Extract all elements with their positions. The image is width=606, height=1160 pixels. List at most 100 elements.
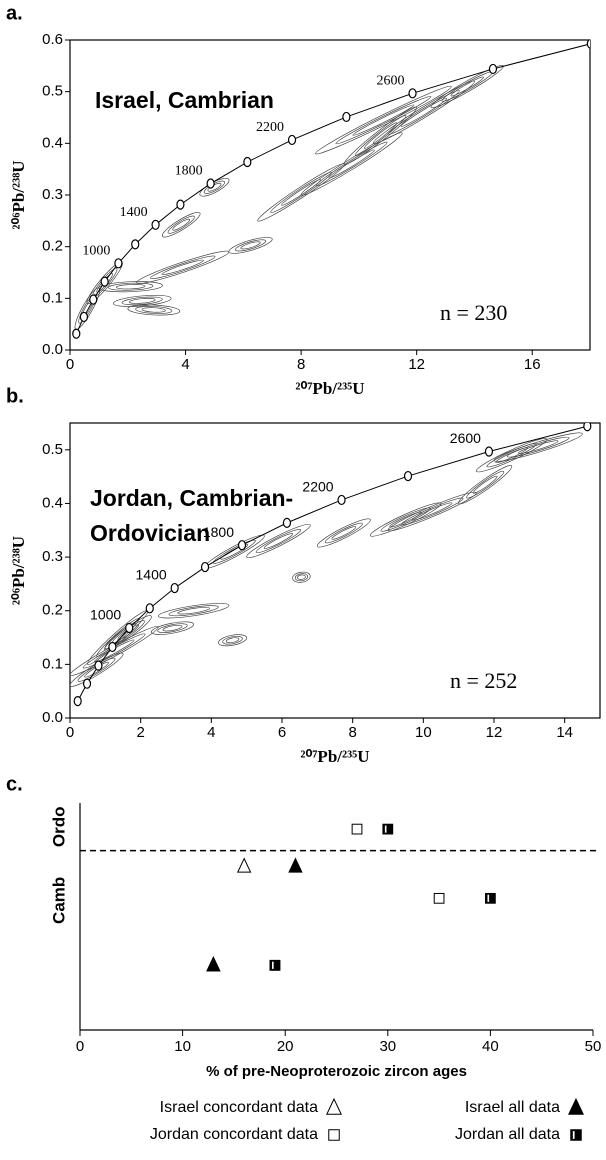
age-label: 2600 [450, 430, 481, 446]
error-ellipse [324, 522, 363, 544]
legend-symbol [328, 1129, 340, 1141]
error-ellipse [177, 607, 210, 615]
panel-label: a. [6, 2, 23, 24]
plot-area [70, 423, 592, 707]
error-ellipse [116, 284, 146, 290]
data-point-highlight [272, 961, 274, 969]
age-marker [586, 40, 590, 49]
panel-title: Jordan, Cambrian- [90, 485, 293, 511]
error-ellipse [157, 603, 230, 619]
data-point [433, 892, 445, 904]
y-tick-label: 0.4 [42, 134, 63, 151]
x-tick-label: 2 [136, 724, 144, 741]
plot-area [72, 40, 590, 339]
error-ellipse [141, 307, 166, 313]
legend-symbol [326, 1097, 342, 1115]
error-ellipse [240, 241, 261, 250]
panel-title: Ordovician [90, 520, 210, 546]
legend-symbol [570, 1129, 582, 1141]
legend-label: Israel concordant data [160, 1099, 318, 1116]
error-ellipse [112, 294, 172, 307]
y-tick-label: 0.5 [42, 83, 63, 100]
age-marker [108, 641, 117, 653]
error-ellipse [472, 475, 498, 494]
data-point-shape [351, 823, 363, 835]
error-ellipse [161, 211, 201, 238]
error-ellipse [297, 574, 306, 580]
error-ellipse [162, 624, 183, 632]
age-marker [488, 63, 498, 75]
y-tick-label: 0.1 [42, 289, 63, 306]
age-marker [282, 517, 292, 528]
y-tick-label: 0.3 [42, 186, 63, 203]
x-tick-label: 12 [408, 356, 425, 373]
legend-label: Jordan concordant data [150, 1126, 318, 1143]
error-ellipse [458, 465, 513, 505]
y-tick-label: 0.1 [42, 655, 63, 672]
data-point [351, 823, 363, 835]
age-marker [337, 494, 346, 506]
x-tick-label: 10 [174, 1038, 191, 1055]
age-marker [484, 446, 494, 457]
y-axis-label: ²⁰⁶Pb/²³⁸U [9, 160, 28, 229]
error-ellipse [506, 436, 570, 458]
age-marker [237, 540, 247, 551]
error-ellipse [316, 518, 371, 548]
age-marker [72, 328, 81, 339]
error-ellipse [372, 80, 475, 144]
x-tick-label: 50 [585, 1038, 602, 1055]
data-point [485, 892, 496, 904]
error-ellipse [150, 621, 195, 635]
x-axis-label: ²⁰⁷Pb/²³⁵U [300, 747, 369, 766]
age-marker [100, 276, 109, 287]
error-ellipse [450, 76, 484, 97]
y-axis-label: ²⁰⁶Pb/²³⁸U [9, 536, 28, 605]
error-ellipse [517, 440, 559, 454]
data-point-shape [433, 892, 445, 904]
error-ellipse [78, 293, 97, 324]
error-ellipse [98, 281, 163, 293]
error-ellipse [128, 298, 156, 304]
x-tick-label: 30 [379, 1038, 396, 1055]
age-marker [170, 582, 179, 594]
error-ellipse [255, 528, 302, 554]
error-ellipse [235, 239, 267, 252]
error-ellipse [292, 571, 311, 583]
error-ellipse [220, 543, 249, 560]
age-marker [287, 134, 297, 146]
age-marker [206, 178, 215, 189]
error-ellipse [199, 177, 230, 197]
panel-label: c. [6, 773, 23, 795]
error-ellipse [74, 287, 101, 330]
data-point [269, 959, 281, 971]
x-tick-label: 16 [524, 356, 541, 373]
x-tick-label: 0 [76, 1038, 84, 1055]
error-ellipse [172, 218, 191, 231]
age-marker [114, 258, 123, 269]
x-tick-label: 20 [277, 1038, 294, 1055]
legend-symbol [568, 1097, 584, 1115]
error-ellipse [493, 432, 583, 462]
error-ellipse [70, 652, 124, 687]
error-ellipse [335, 96, 432, 145]
age-label: 2200 [256, 120, 284, 135]
x-tick-label: 8 [348, 724, 356, 741]
error-ellipse [127, 304, 181, 316]
error-ellipse [411, 502, 453, 521]
error-ellipse [212, 539, 256, 564]
age-marker [145, 603, 154, 614]
age-label: 2200 [302, 479, 333, 495]
error-ellipse [218, 634, 248, 647]
panel-title: Israel, Cambrian [95, 87, 274, 113]
error-ellipse [263, 533, 294, 549]
error-ellipse [294, 573, 308, 582]
x-axis-label: % of pre-Neoproterozoic zircon ages [206, 1063, 467, 1080]
data-point-shape [288, 857, 303, 873]
x-tick-label: 4 [207, 724, 215, 741]
x-tick-label: 6 [278, 724, 286, 741]
age-label: 1000 [90, 607, 121, 623]
panel-label: b. [6, 385, 24, 407]
error-ellipse [315, 85, 452, 155]
error-ellipse [328, 149, 375, 179]
